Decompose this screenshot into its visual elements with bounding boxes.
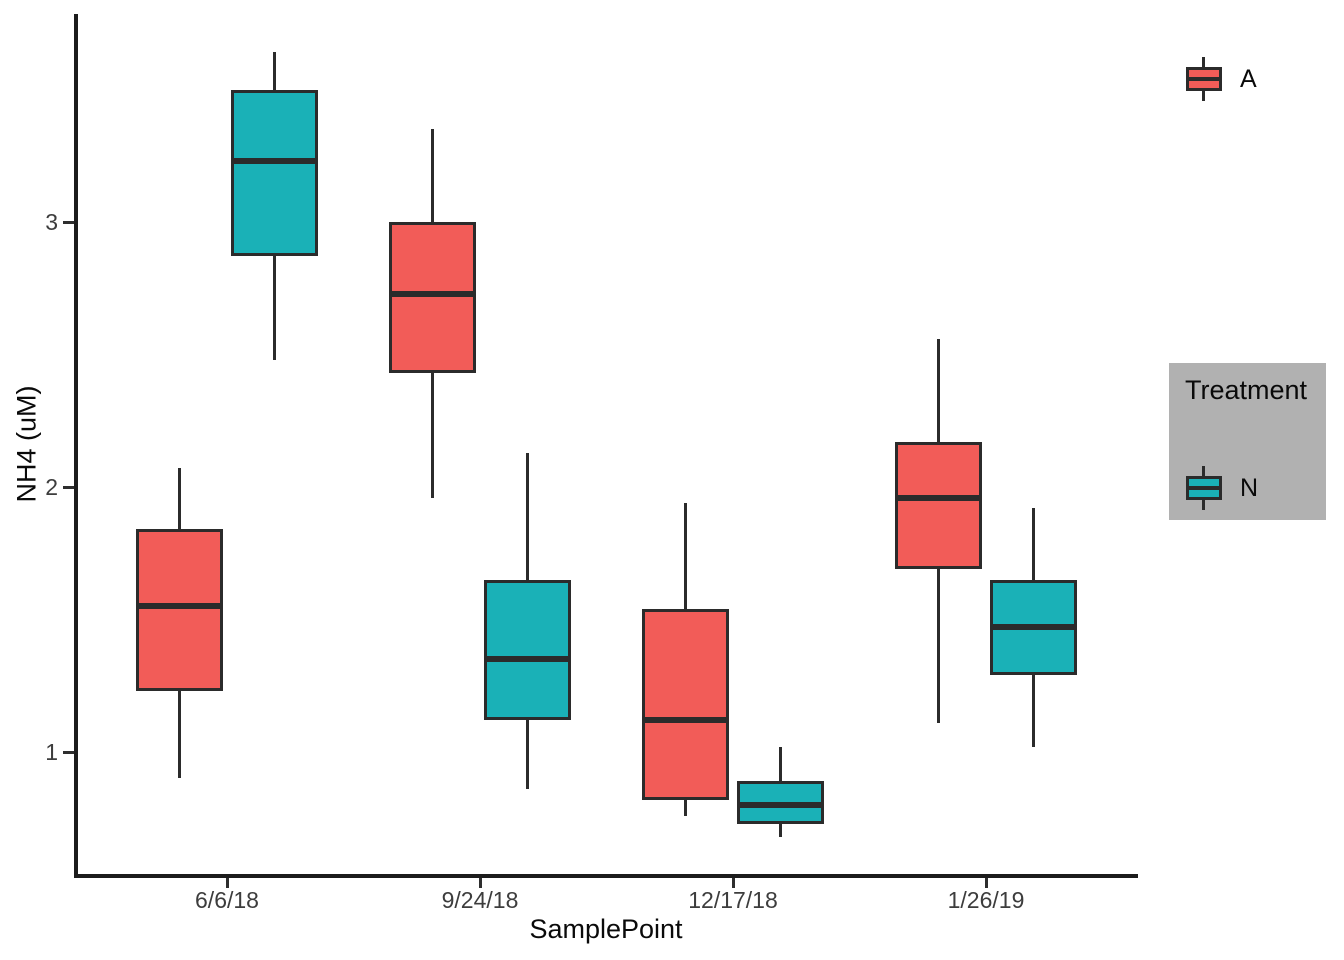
boxplot-box-9/24/18-N (484, 579, 571, 721)
y-axis-tick (63, 485, 74, 489)
x-axis-tick (731, 878, 735, 888)
boxplot-median-6/6/18-N (234, 158, 315, 165)
boxplot-box-12/17/18-A (642, 608, 729, 800)
x-axis-tick (478, 878, 482, 888)
x-axis-line (74, 874, 1138, 878)
boxplot-box-6/6/18-N (231, 89, 318, 257)
y-axis-tick (63, 750, 74, 754)
legend: Treatment A N (1169, 57, 1326, 520)
boxplot-median-1/26/19-A (898, 494, 979, 501)
y-tick-label: 3 (45, 209, 58, 235)
boxplot-median-1/26/19-N (993, 624, 1074, 631)
y-tick-label: 2 (45, 474, 58, 500)
x-tick-label: 12/17/18 (688, 887, 778, 913)
boxplot-median-9/24/18-A (392, 290, 473, 297)
boxplot-median-12/17/18-A (645, 717, 726, 724)
x-axis-title: SamplePoint (529, 914, 683, 944)
y-tick-label: 1 (45, 739, 58, 765)
x-axis-tick (984, 878, 988, 888)
legend-key-boxplot-icon-n (1182, 466, 1226, 510)
legend-label-a: A (1240, 64, 1257, 93)
x-tick-label: 1/26/19 (947, 887, 1025, 913)
y-axis-tick (63, 220, 74, 224)
legend-key-median (1189, 77, 1219, 81)
y-axis-title: NH4 (uM) (11, 385, 42, 503)
boxplot-median-9/24/18-N (487, 656, 568, 663)
x-axis-tick (225, 878, 229, 888)
legend-key-boxplot-icon-a (1182, 57, 1226, 101)
boxplot-median-12/17/18-N (740, 802, 821, 808)
legend-key-median (1189, 486, 1219, 490)
boxplot-box-1/26/19-A (895, 441, 982, 570)
legend-title: Treatment (1185, 375, 1308, 405)
boxplot-box-6/6/18-A (136, 529, 223, 692)
legend-entry-a: A (1169, 57, 1326, 101)
legend-entry-n: N (1169, 466, 1326, 510)
boxplot-median-6/6/18-A (139, 603, 220, 610)
boxplot-box-9/24/18-A (389, 222, 476, 374)
x-tick-label: 9/24/18 (441, 887, 519, 913)
y-axis-line (74, 14, 78, 878)
legend-label-n: N (1240, 473, 1259, 502)
x-tick-label: 6/6/18 (195, 887, 259, 913)
